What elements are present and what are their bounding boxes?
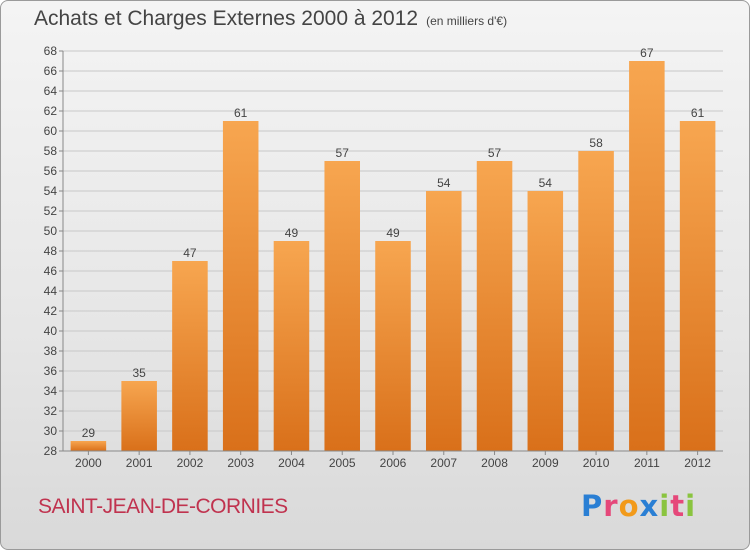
y-tick-label: 58 [44, 144, 58, 158]
chart-title: Achats et Charges Externes 2000 à 2012 (e… [34, 7, 507, 31]
title-text: Achats et Charges Externes 2000 à 2012 [34, 7, 419, 30]
y-tick-label: 38 [44, 344, 58, 358]
data-label: 49 [386, 226, 400, 240]
y-tick-label: 36 [44, 364, 58, 378]
x-tick-label: 2010 [583, 456, 610, 470]
y-tick-label: 46 [44, 264, 58, 278]
x-tick-label: 2005 [329, 456, 356, 470]
y-tick-label: 52 [44, 204, 58, 218]
bar-2001 [121, 381, 157, 451]
bar-2006 [375, 241, 411, 451]
x-tick-label: 2009 [532, 456, 559, 470]
bar-2010 [578, 151, 614, 451]
data-label: 58 [589, 136, 603, 150]
y-tick-label: 34 [44, 384, 58, 398]
data-label: 47 [183, 246, 197, 260]
y-tick-label: 64 [44, 84, 58, 98]
y-tick-label: 28 [44, 444, 58, 458]
y-tick-label: 48 [44, 244, 58, 258]
y-tick-label: 44 [44, 284, 58, 298]
bar-2002 [172, 261, 208, 451]
data-label: 61 [691, 106, 705, 120]
x-tick-label: 2003 [227, 456, 254, 470]
data-label: 57 [488, 146, 502, 160]
x-tick-label: 2008 [481, 456, 508, 470]
x-tick-label: 2001 [126, 456, 153, 470]
y-tick-label: 42 [44, 304, 58, 318]
x-tick-label: 2000 [75, 456, 102, 470]
logo-letter: r [603, 489, 619, 523]
bar-2008 [476, 161, 513, 451]
y-tick-label: 62 [44, 104, 58, 118]
y-tick-label: 40 [44, 324, 58, 338]
bar-2012 [679, 121, 716, 451]
logo-letter: x [639, 489, 660, 523]
data-label: 29 [82, 426, 96, 440]
commune-name: SAINT-JEAN-DE-CORNIES [38, 495, 288, 518]
y-tick-label: 32 [44, 404, 58, 418]
logo-letter: i [659, 489, 671, 523]
data-label: 57 [336, 146, 350, 160]
data-label: 49 [285, 226, 299, 240]
x-tick-label: 2007 [430, 456, 457, 470]
y-tick-label: 68 [44, 44, 58, 58]
bar-2007 [426, 191, 462, 451]
y-tick-label: 50 [44, 224, 58, 238]
x-tick-label: 2004 [278, 456, 305, 470]
bar-2000 [70, 441, 107, 451]
y-tick-label: 66 [44, 64, 58, 78]
logo-letter: t [670, 489, 686, 523]
x-tick-label: 2012 [684, 456, 711, 470]
title-unit: (en milliers d'€) [426, 14, 508, 28]
data-label: 35 [132, 366, 146, 380]
proxiti-logo: Proxiti [581, 489, 696, 523]
logo-letter: o [618, 489, 640, 523]
logo-letter: P [581, 489, 604, 523]
data-label: 54 [539, 176, 553, 190]
bar-2004 [273, 241, 310, 451]
bar-2005 [324, 161, 360, 451]
y-tick-label: 54 [44, 184, 58, 198]
bar-2009 [527, 191, 564, 451]
x-tick-label: 2002 [177, 456, 204, 470]
x-tick-label: 2006 [380, 456, 407, 470]
x-tick-label: 2011 [634, 456, 660, 470]
logo-letter: i [685, 489, 697, 523]
bar-2003 [222, 121, 259, 451]
y-tick-label: 60 [44, 124, 58, 138]
y-tick-label: 30 [44, 424, 58, 438]
bar-2011 [629, 61, 665, 451]
data-label: 67 [640, 46, 654, 60]
data-label: 61 [234, 106, 248, 120]
data-label: 54 [437, 176, 451, 190]
y-tick-label: 56 [44, 164, 58, 178]
